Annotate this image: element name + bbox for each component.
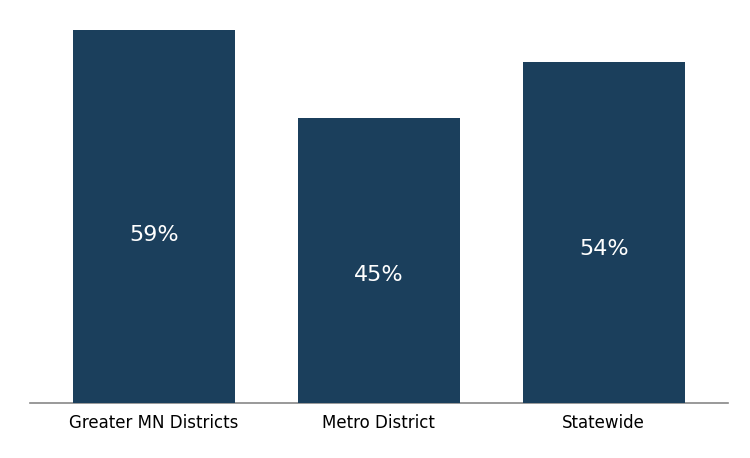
Bar (523, 61, 685, 403)
Text: 45%: 45% (354, 265, 404, 285)
Text: 54%: 54% (579, 240, 628, 259)
Text: 59%: 59% (129, 225, 178, 245)
Bar (73, 30, 235, 403)
Bar (298, 119, 460, 403)
